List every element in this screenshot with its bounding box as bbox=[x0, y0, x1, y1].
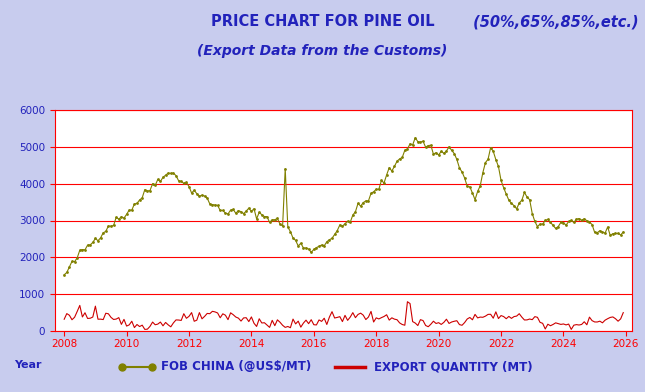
Text: (Export Data from the Customs): (Export Data from the Customs) bbox=[197, 44, 448, 58]
Text: FOB CHINA (@US$/MT): FOB CHINA (@US$/MT) bbox=[161, 360, 311, 373]
Text: Year: Year bbox=[14, 360, 42, 370]
Text: PRICE CHART FOR PINE OIL: PRICE CHART FOR PINE OIL bbox=[211, 14, 434, 29]
Text: EXPORT QUANTITY (MT): EXPORT QUANTITY (MT) bbox=[373, 360, 532, 373]
Text: (50%,65%,85%,etc.): (50%,65%,85%,etc.) bbox=[468, 14, 638, 29]
